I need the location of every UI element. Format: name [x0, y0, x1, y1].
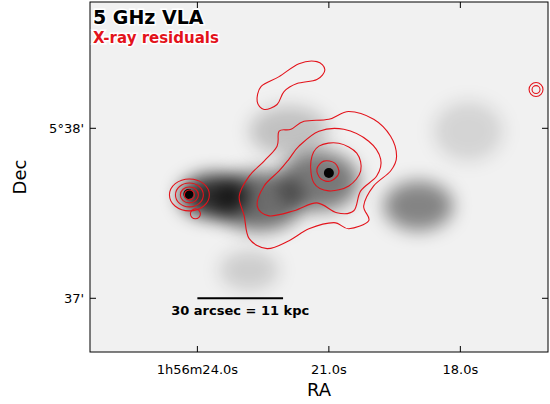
y-tick-label: 5°38' — [49, 121, 84, 136]
xray-contour — [184, 190, 194, 200]
x-axis-title: RA — [307, 379, 332, 400]
x-tick — [460, 346, 461, 352]
plot-area — [169, 61, 543, 290]
xray-contour — [169, 179, 209, 211]
scale-bar — [197, 297, 283, 299]
point-source — [324, 168, 334, 178]
xray-contour — [529, 83, 543, 97]
x-tick-label: 18.0s — [442, 362, 478, 377]
x-tick — [460, 2, 461, 8]
xray-contour — [239, 111, 396, 248]
y-tick — [542, 128, 548, 129]
xray-contour — [180, 187, 198, 203]
chart: 1h56m24.0s 21.0s 18.0s 5°38' 37' RA Dec 5 GHz V… — [0, 0, 550, 404]
radio-emission — [279, 151, 359, 210]
radio-emission — [249, 106, 329, 156]
radio-emission — [384, 181, 454, 231]
radio-emission — [433, 101, 503, 160]
x-tick-label: 21.0s — [311, 362, 347, 377]
y-tick — [90, 298, 96, 299]
xray-contour — [175, 183, 203, 207]
scale-bar-label: 30 arcsec = 11 kpc — [171, 303, 309, 318]
y-tick-label: 37' — [64, 291, 84, 306]
xray-contour — [317, 161, 339, 182]
radio-emission — [219, 251, 279, 291]
frame — [90, 2, 548, 352]
y-tick — [542, 298, 548, 299]
title: 5 GHz VLA — [93, 6, 204, 28]
x-tick-label: 1h56m24.0s — [157, 362, 239, 377]
xray-contour — [532, 86, 540, 94]
x-tick — [328, 346, 329, 352]
xray-contour — [190, 209, 200, 219]
y-axis-title: Dec — [9, 160, 30, 195]
xray-contour — [311, 143, 362, 191]
subtitle: X-ray residuals — [93, 29, 219, 47]
x-tick — [328, 2, 329, 8]
image-background — [90, 2, 548, 352]
x-tick — [197, 346, 198, 352]
y-tick — [90, 128, 96, 129]
xray-contour — [257, 128, 381, 216]
xray-contour — [257, 61, 325, 109]
